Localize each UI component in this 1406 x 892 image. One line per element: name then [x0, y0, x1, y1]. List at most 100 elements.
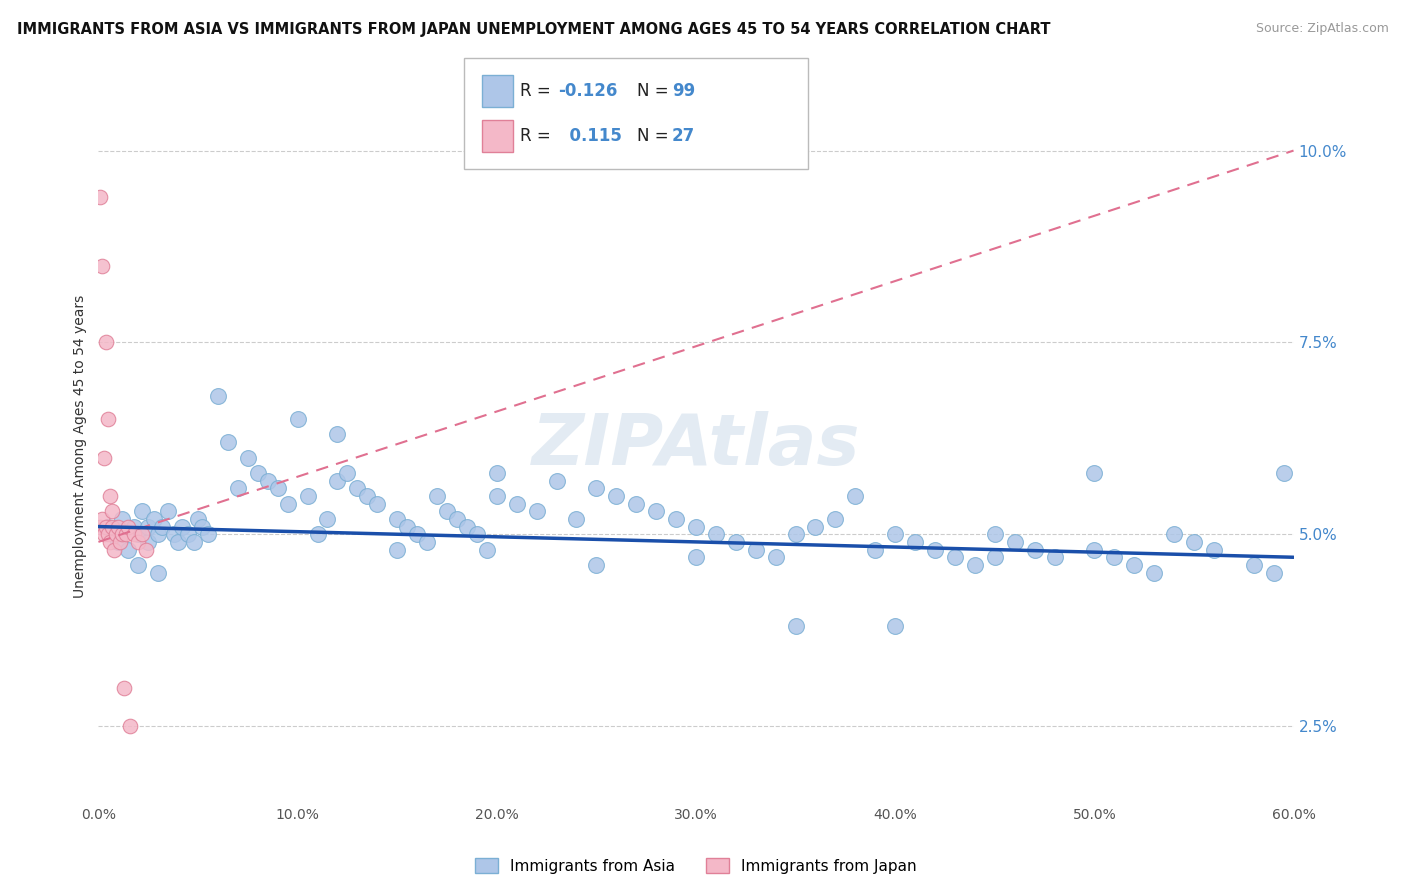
Point	[107, 519, 129, 533]
Point	[485, 489, 508, 503]
Point	[704, 527, 727, 541]
Point	[1272, 466, 1295, 480]
Point	[96, 519, 118, 533]
Point	[287, 412, 309, 426]
Point	[366, 497, 388, 511]
Point	[163, 527, 186, 541]
Point	[904, 535, 927, 549]
Point	[884, 619, 907, 633]
Point	[1123, 558, 1146, 572]
Point	[765, 550, 787, 565]
Point	[804, 519, 827, 533]
Point	[824, 512, 846, 526]
Point	[101, 504, 124, 518]
Point	[246, 466, 269, 480]
Point	[456, 519, 478, 533]
Text: ZIPAtlas: ZIPAtlas	[531, 411, 860, 481]
Point	[105, 527, 128, 541]
Point	[91, 259, 114, 273]
Point	[385, 542, 409, 557]
Point	[103, 527, 125, 541]
Point	[267, 481, 290, 495]
Point	[256, 474, 278, 488]
Text: 0.115: 0.115	[558, 128, 621, 145]
Point	[117, 519, 139, 533]
Point	[93, 450, 115, 465]
Point	[326, 474, 349, 488]
Point	[485, 466, 508, 480]
Legend: Immigrants from Asia, Immigrants from Japan: Immigrants from Asia, Immigrants from Ja…	[475, 858, 917, 873]
Point	[844, 489, 866, 503]
Point	[127, 535, 149, 549]
Point	[1004, 535, 1026, 549]
Point	[217, 435, 239, 450]
Point	[1083, 466, 1105, 480]
Point	[131, 527, 153, 541]
Point	[120, 719, 142, 733]
Point	[98, 535, 122, 549]
Point	[1083, 542, 1105, 557]
Point	[136, 519, 159, 533]
Point	[1024, 542, 1046, 557]
Point	[91, 512, 114, 526]
Point	[416, 535, 439, 549]
Text: IMMIGRANTS FROM ASIA VS IMMIGRANTS FROM JAPAN UNEMPLOYMENT AMONG AGES 45 TO 54 Y: IMMIGRANTS FROM ASIA VS IMMIGRANTS FROM …	[17, 22, 1050, 37]
Point	[626, 497, 648, 511]
Point	[127, 558, 149, 572]
Point	[150, 519, 173, 533]
Point	[385, 512, 409, 526]
Point	[506, 497, 529, 511]
Point	[197, 527, 219, 541]
Point	[124, 527, 146, 541]
Point	[546, 474, 568, 488]
Point	[191, 519, 214, 533]
Point	[226, 481, 249, 495]
Point	[183, 535, 205, 549]
Point	[475, 542, 498, 557]
Point	[346, 481, 368, 495]
Point	[685, 550, 707, 565]
Point	[326, 427, 349, 442]
Point	[187, 512, 209, 526]
Point	[89, 519, 111, 533]
Point	[167, 535, 190, 549]
Point	[111, 512, 134, 526]
Point	[1043, 550, 1066, 565]
Point	[316, 512, 339, 526]
Point	[785, 619, 807, 633]
Point	[131, 504, 153, 518]
Point	[101, 519, 124, 533]
Point	[685, 519, 707, 533]
Point	[143, 512, 166, 526]
Text: R =: R =	[520, 128, 557, 145]
Point	[585, 558, 607, 572]
Point	[97, 527, 120, 541]
Text: -0.126: -0.126	[558, 82, 617, 100]
Point	[605, 489, 627, 503]
Point	[446, 512, 468, 526]
Point	[110, 535, 132, 549]
Point	[1104, 550, 1126, 565]
Point	[297, 489, 319, 503]
Point	[984, 550, 1007, 565]
Point	[1163, 527, 1185, 541]
Point	[127, 527, 149, 541]
Point	[112, 681, 135, 695]
Point	[745, 542, 768, 557]
Point	[135, 542, 157, 557]
Point	[1182, 535, 1205, 549]
Point	[148, 566, 170, 580]
Point	[884, 527, 907, 541]
Point	[984, 527, 1007, 541]
Text: 99: 99	[672, 82, 696, 100]
Point	[172, 519, 194, 533]
Point	[526, 504, 548, 518]
Point	[103, 542, 125, 557]
Point	[111, 527, 134, 541]
Point	[117, 542, 139, 557]
Point	[585, 481, 607, 495]
Point	[207, 389, 229, 403]
Y-axis label: Unemployment Among Ages 45 to 54 years: Unemployment Among Ages 45 to 54 years	[73, 294, 87, 598]
Point	[1243, 558, 1265, 572]
Point	[236, 450, 259, 465]
